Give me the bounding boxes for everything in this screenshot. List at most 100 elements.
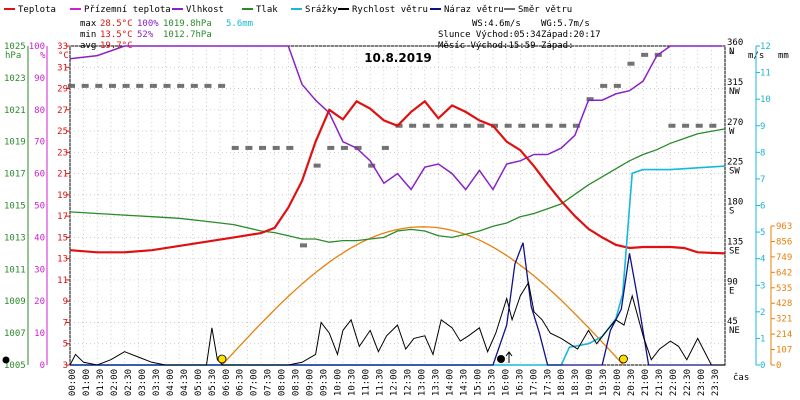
tick-ms: 5 xyxy=(760,228,765,238)
tick-pct: 90 xyxy=(34,74,45,84)
wind-direction-point xyxy=(370,163,373,168)
legend-label: Přízemní teplota xyxy=(84,5,171,15)
wind-direction-point xyxy=(575,123,578,128)
stats-max-label: max xyxy=(80,19,97,29)
tick-time: 04:30 xyxy=(180,369,190,396)
series-humidity-line xyxy=(69,45,723,191)
tick-time: 19:00 xyxy=(585,369,595,396)
wind-direction-point xyxy=(204,83,207,88)
tick-ms: 1 xyxy=(760,334,765,344)
wind-direction-point xyxy=(536,123,539,128)
wind-direction-point xyxy=(686,123,690,128)
stats-wg: WG:5.7m/s xyxy=(541,19,590,29)
tick-ms: 3 xyxy=(760,281,765,291)
tick-hpa: 1013 xyxy=(4,233,26,243)
wind-direction-point xyxy=(563,123,567,128)
wind-direction-point xyxy=(138,83,141,88)
axis-deg-label: ° xyxy=(729,51,734,61)
stats-ws: WS:4.6m/s xyxy=(472,19,521,29)
stats-min-press: 1012.7hPa xyxy=(163,30,212,40)
tick-hpa: 1017 xyxy=(4,170,26,180)
legend-label: Rychlost větru xyxy=(352,5,428,15)
wind-direction-point xyxy=(670,123,674,128)
series-wind-speed-line xyxy=(69,281,725,366)
wind-direction-point xyxy=(477,123,480,128)
wind-direction-point xyxy=(682,123,685,128)
wind-direction-point xyxy=(436,123,439,128)
tick-temp: 3 xyxy=(63,361,68,371)
wind-direction-point xyxy=(700,123,703,128)
tick-time: 08:30 xyxy=(292,369,302,396)
wind-direction-point xyxy=(411,123,414,128)
wind-direction-point xyxy=(466,123,469,128)
wind-direction-point xyxy=(518,123,521,128)
stats-sun-set: Západ:20:17 xyxy=(541,30,601,40)
wind-direction-point xyxy=(616,83,619,88)
tick-time: 13:00 xyxy=(417,369,427,396)
wind-direction-point xyxy=(452,123,455,128)
wind-direction-point xyxy=(613,83,617,88)
wind-direction-point xyxy=(209,83,212,88)
tick-time: 23:00 xyxy=(697,369,707,396)
tick-time: 03:30 xyxy=(152,369,162,396)
stats-max-temp: 28.5°C xyxy=(100,19,133,29)
tick-time: 17:30 xyxy=(543,369,553,396)
wind-direction-point xyxy=(234,145,237,150)
tick-time: 14:30 xyxy=(459,369,469,396)
wind-direction-point xyxy=(343,145,346,150)
wind-direction-point xyxy=(668,123,671,128)
series-pressure-line xyxy=(69,128,726,243)
tick-ms: 11 xyxy=(760,69,771,79)
tick-time: 02:30 xyxy=(124,369,134,396)
wind-direction-point xyxy=(206,83,210,88)
tick-time: 01:00 xyxy=(82,369,92,396)
wind-direction-point xyxy=(127,83,130,88)
wind-direction-point xyxy=(531,123,535,128)
tick-time: 23:30 xyxy=(711,369,721,396)
tick-hpa: 1005 xyxy=(4,361,26,371)
wind-direction-point xyxy=(231,145,235,150)
wind-direction-point xyxy=(222,83,226,88)
tick-ms: 8 xyxy=(760,148,765,158)
wind-direction-point xyxy=(331,145,335,150)
tick-dir-label: S xyxy=(729,207,734,217)
sun-arc xyxy=(221,226,624,366)
wind-direction-point xyxy=(108,83,112,88)
wind-direction-point xyxy=(450,123,453,128)
wind-direction-point xyxy=(654,52,658,57)
legend-label: Tlak xyxy=(256,5,278,15)
legend-label: Srážky xyxy=(305,5,338,15)
legend: Teplota Přízemní teplota Vlhkost Tlak Srážky… xyxy=(4,5,572,15)
wind-direction-point xyxy=(299,243,303,248)
tick-temp: 7 xyxy=(63,318,68,328)
tick-mm: 642 xyxy=(776,268,792,278)
tick-time: 11:00 xyxy=(362,369,372,396)
tick-temp: 13 xyxy=(57,255,68,265)
wind-direction-point xyxy=(345,145,348,150)
tick-hpa: 1009 xyxy=(4,297,26,307)
tick-ms: 0 xyxy=(760,361,765,371)
tick-dir-label: N xyxy=(729,47,734,57)
tick-time: 15:30 xyxy=(487,369,497,396)
wind-direction-point xyxy=(618,83,621,88)
wind-direction-point xyxy=(591,97,594,102)
wind-direction-point xyxy=(384,145,387,150)
wind-direction-point xyxy=(409,123,412,128)
stats-min-temp: 13.5°C xyxy=(100,30,133,40)
wind-direction-point xyxy=(245,145,248,150)
tick-time: 06:30 xyxy=(236,369,246,396)
moonrise-arrow-icon xyxy=(505,351,513,363)
tick-time: 15:00 xyxy=(473,369,483,396)
wind-direction-point xyxy=(290,145,294,150)
tick-dir-label: NE xyxy=(729,326,740,336)
wind-direction-point xyxy=(643,52,646,57)
tick-mm: 856 xyxy=(776,237,792,247)
tick-hpa: 1011 xyxy=(4,265,26,275)
tick-time: 10:00 xyxy=(334,369,344,396)
tick-ms: 12 xyxy=(760,42,771,52)
wind-direction-point xyxy=(495,123,499,128)
wind-direction-point xyxy=(427,123,430,128)
wind-direction-point xyxy=(340,145,344,150)
wind-direction-point xyxy=(179,83,182,88)
